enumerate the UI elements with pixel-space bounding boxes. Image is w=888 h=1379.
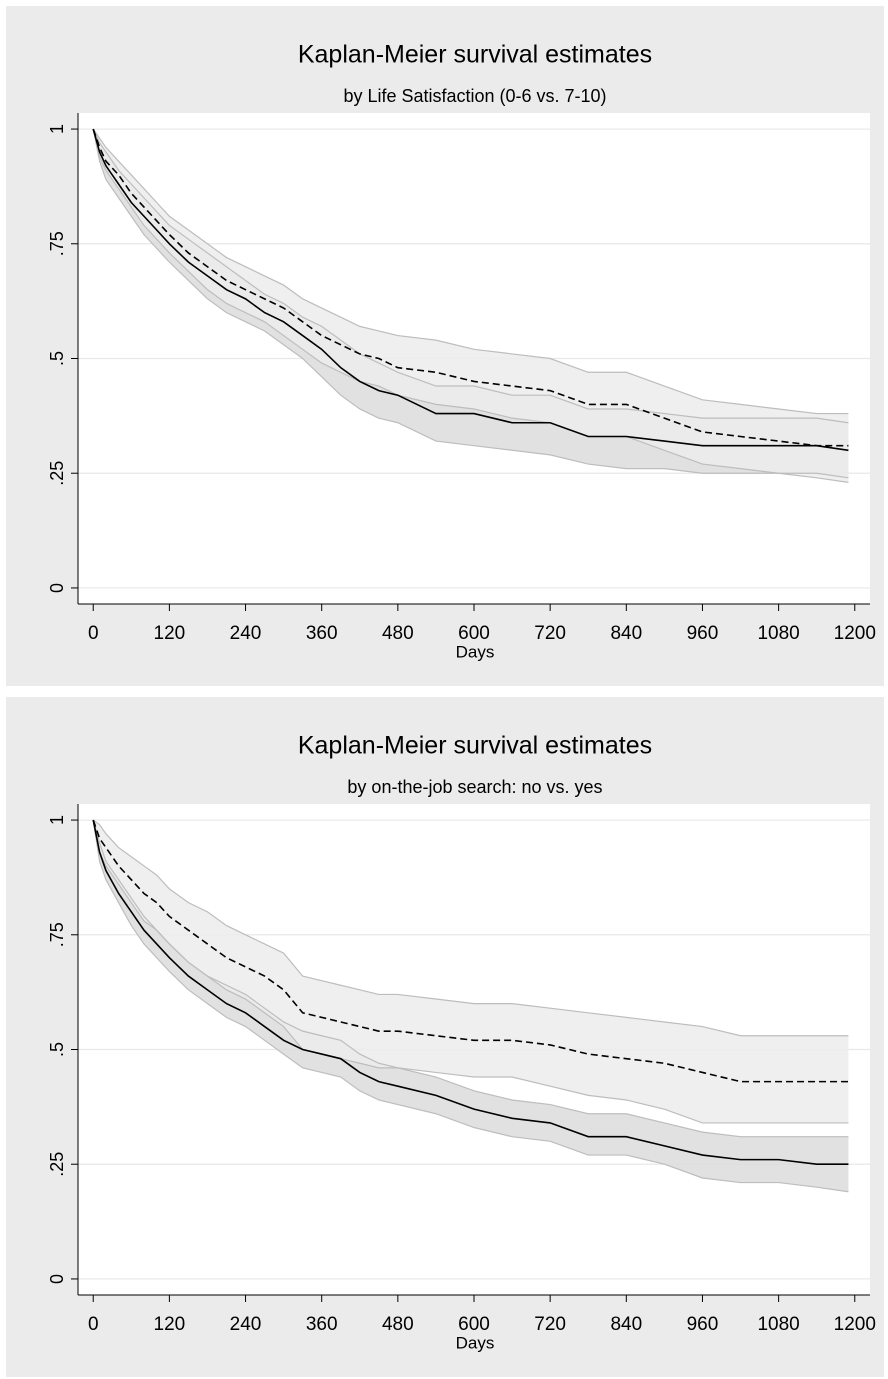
x-tick-label: 0: [88, 623, 99, 644]
survival-line: [92, 819, 849, 1166]
chart-subtitle: by Life Satisfaction (0-6 vs. 7-10): [343, 86, 606, 106]
x-axis-label: Days: [456, 642, 495, 661]
x-tick-label: 360: [306, 1314, 338, 1335]
x-tick-label: 120: [154, 623, 186, 644]
x-tick-label: 480: [382, 1314, 414, 1335]
x-tick-label: 600: [458, 623, 490, 644]
y-tick-label: .25: [47, 1152, 67, 1177]
y-tick-label: .75: [47, 231, 67, 256]
confidence-bound: [92, 819, 849, 1193]
x-tick-label: 840: [610, 1314, 642, 1335]
confidence-bound: [92, 128, 849, 479]
y-tick-label: .5: [47, 351, 67, 366]
x-tick-label: 240: [230, 1314, 262, 1335]
x-tick-label: 360: [306, 623, 338, 644]
x-tick-label: 240: [230, 623, 262, 644]
y-tick-label: .25: [47, 461, 67, 486]
x-tick-label: 120: [154, 1314, 186, 1335]
y-tick-label: 0: [47, 583, 67, 593]
x-tick-label: 600: [458, 1314, 490, 1335]
confidence-bound: [92, 819, 849, 1138]
confidence-bound: [92, 128, 849, 415]
y-tick-label: 1: [47, 124, 67, 134]
survival-line: [92, 128, 849, 452]
x-tick-label: 720: [534, 1314, 566, 1335]
x-tick-label: 1200: [834, 623, 876, 644]
x-tick-label: 0: [88, 1314, 99, 1335]
y-tick-label: .5: [47, 1042, 67, 1057]
confidence-bound: [92, 128, 849, 483]
chart-title: Kaplan-Meier survival estimates: [298, 41, 652, 69]
chart-subtitle: by on-the-job search: no vs. yes: [347, 777, 602, 797]
y-tick-label: 0: [47, 1274, 67, 1284]
x-tick-label: 1200: [834, 1314, 876, 1335]
x-tick-label: 840: [610, 623, 642, 644]
chart-title: Kaplan-Meier survival estimates: [298, 732, 652, 760]
confidence-band: [93, 820, 849, 1123]
y-tick-label: 1: [47, 815, 67, 825]
y-tick-label: .75: [47, 922, 67, 947]
x-tick-label: 720: [534, 623, 566, 644]
x-tick-label: 960: [687, 623, 719, 644]
x-axis-label: Days: [456, 1333, 495, 1352]
survival-line: [92, 819, 849, 1083]
x-tick-label: 960: [687, 1314, 719, 1335]
confidence-band: [93, 129, 849, 483]
x-tick-label: 1080: [757, 1314, 799, 1335]
x-tick-label: 1080: [757, 623, 799, 644]
confidence-bound: [92, 819, 849, 1037]
confidence-band: [93, 820, 849, 1192]
x-tick-label: 480: [382, 623, 414, 644]
confidence-bound: [92, 128, 849, 424]
survival-line: [92, 128, 849, 447]
